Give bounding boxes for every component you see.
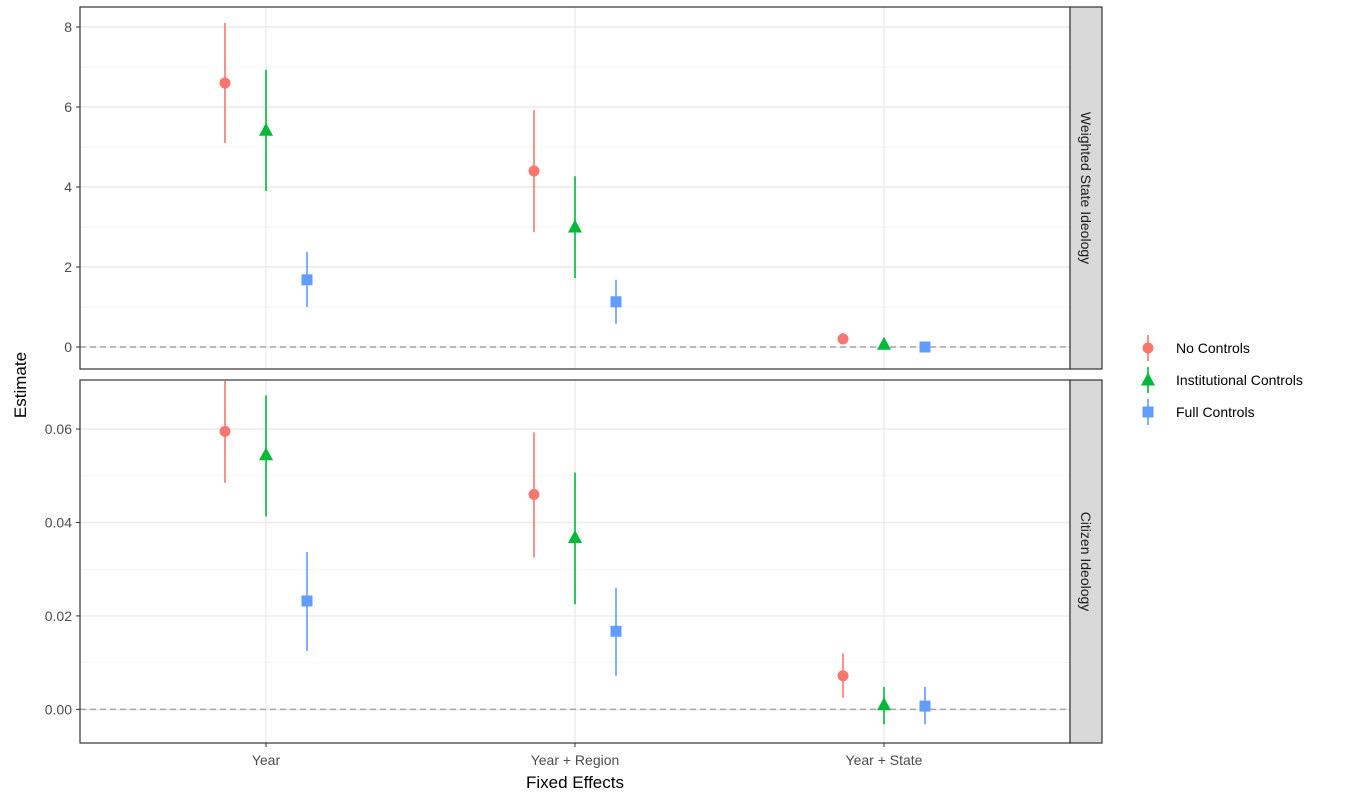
data-point-triangle <box>259 447 273 461</box>
legend-item: Full Controls <box>1142 399 1255 425</box>
data-point-triangle <box>568 529 582 543</box>
x-axis-title: Fixed Effects <box>526 773 624 792</box>
legend-key-square <box>1142 406 1154 418</box>
y-tick-label: 6 <box>64 99 72 115</box>
data-point-square <box>301 595 313 607</box>
data-point-circle <box>837 333 849 345</box>
data-point-triangle <box>877 336 891 350</box>
y-tick-label: 0.02 <box>45 608 72 624</box>
facet-strip-label: Citizen Ideology <box>1078 512 1094 612</box>
facet-strip-label: Weighted State Ideology <box>1078 112 1094 264</box>
legend-item: No Controls <box>1142 335 1250 361</box>
y-axis-title: Estimate <box>11 352 30 418</box>
data-point-circle <box>528 488 540 500</box>
y-tick-label: 4 <box>64 179 72 195</box>
data-point-triangle <box>568 219 582 233</box>
y-tick-label: 0.00 <box>45 701 72 717</box>
data-point-circle <box>837 670 849 682</box>
panel-0: 0 2 4 6 8 Weighted State Ideology <box>64 6 1103 370</box>
x-axis-ticks: Year Year + Region Year + State <box>252 743 923 768</box>
x-tick-label: Year + State <box>846 752 923 768</box>
legend-label: Institutional Controls <box>1176 372 1303 388</box>
data-point-circle <box>528 165 540 177</box>
y-tick-label: 0 <box>64 339 72 355</box>
data-point-square <box>301 274 313 286</box>
legend-item: Institutional Controls <box>1141 367 1303 393</box>
panel-1: 0.00 0.02 0.04 0.06 Citizen Ideology <box>45 379 1103 744</box>
data-point-square <box>919 700 931 712</box>
x-tick-label: Year <box>252 752 281 768</box>
x-tick-label: Year + Region <box>531 752 620 768</box>
legend-label: No Controls <box>1176 340 1250 356</box>
data-point-square <box>610 296 622 308</box>
data-point-square <box>610 625 622 637</box>
facet-strip <box>1069 6 1103 370</box>
y-tick-label: 0.04 <box>45 514 72 530</box>
facet-strip <box>1069 379 1103 744</box>
legend-label: Full Controls <box>1176 404 1255 420</box>
legend-key-triangle <box>1141 372 1155 386</box>
y-tick-label: 0.06 <box>45 421 72 437</box>
data-point-circle <box>219 77 231 89</box>
data-point-triangle <box>877 697 891 711</box>
legend: No Controls Institutional Controls Full Co… <box>1141 335 1303 425</box>
chart-panels: 0 2 4 6 8 Weighted State Ideology 0.00 0.02 0.04… <box>45 6 1103 744</box>
y-tick-label: 8 <box>64 19 72 35</box>
data-point-square <box>919 341 931 353</box>
y-tick-label: 2 <box>64 259 72 275</box>
legend-key-circle <box>1142 342 1154 354</box>
data-point-triangle <box>259 122 273 136</box>
data-point-circle <box>219 425 231 437</box>
